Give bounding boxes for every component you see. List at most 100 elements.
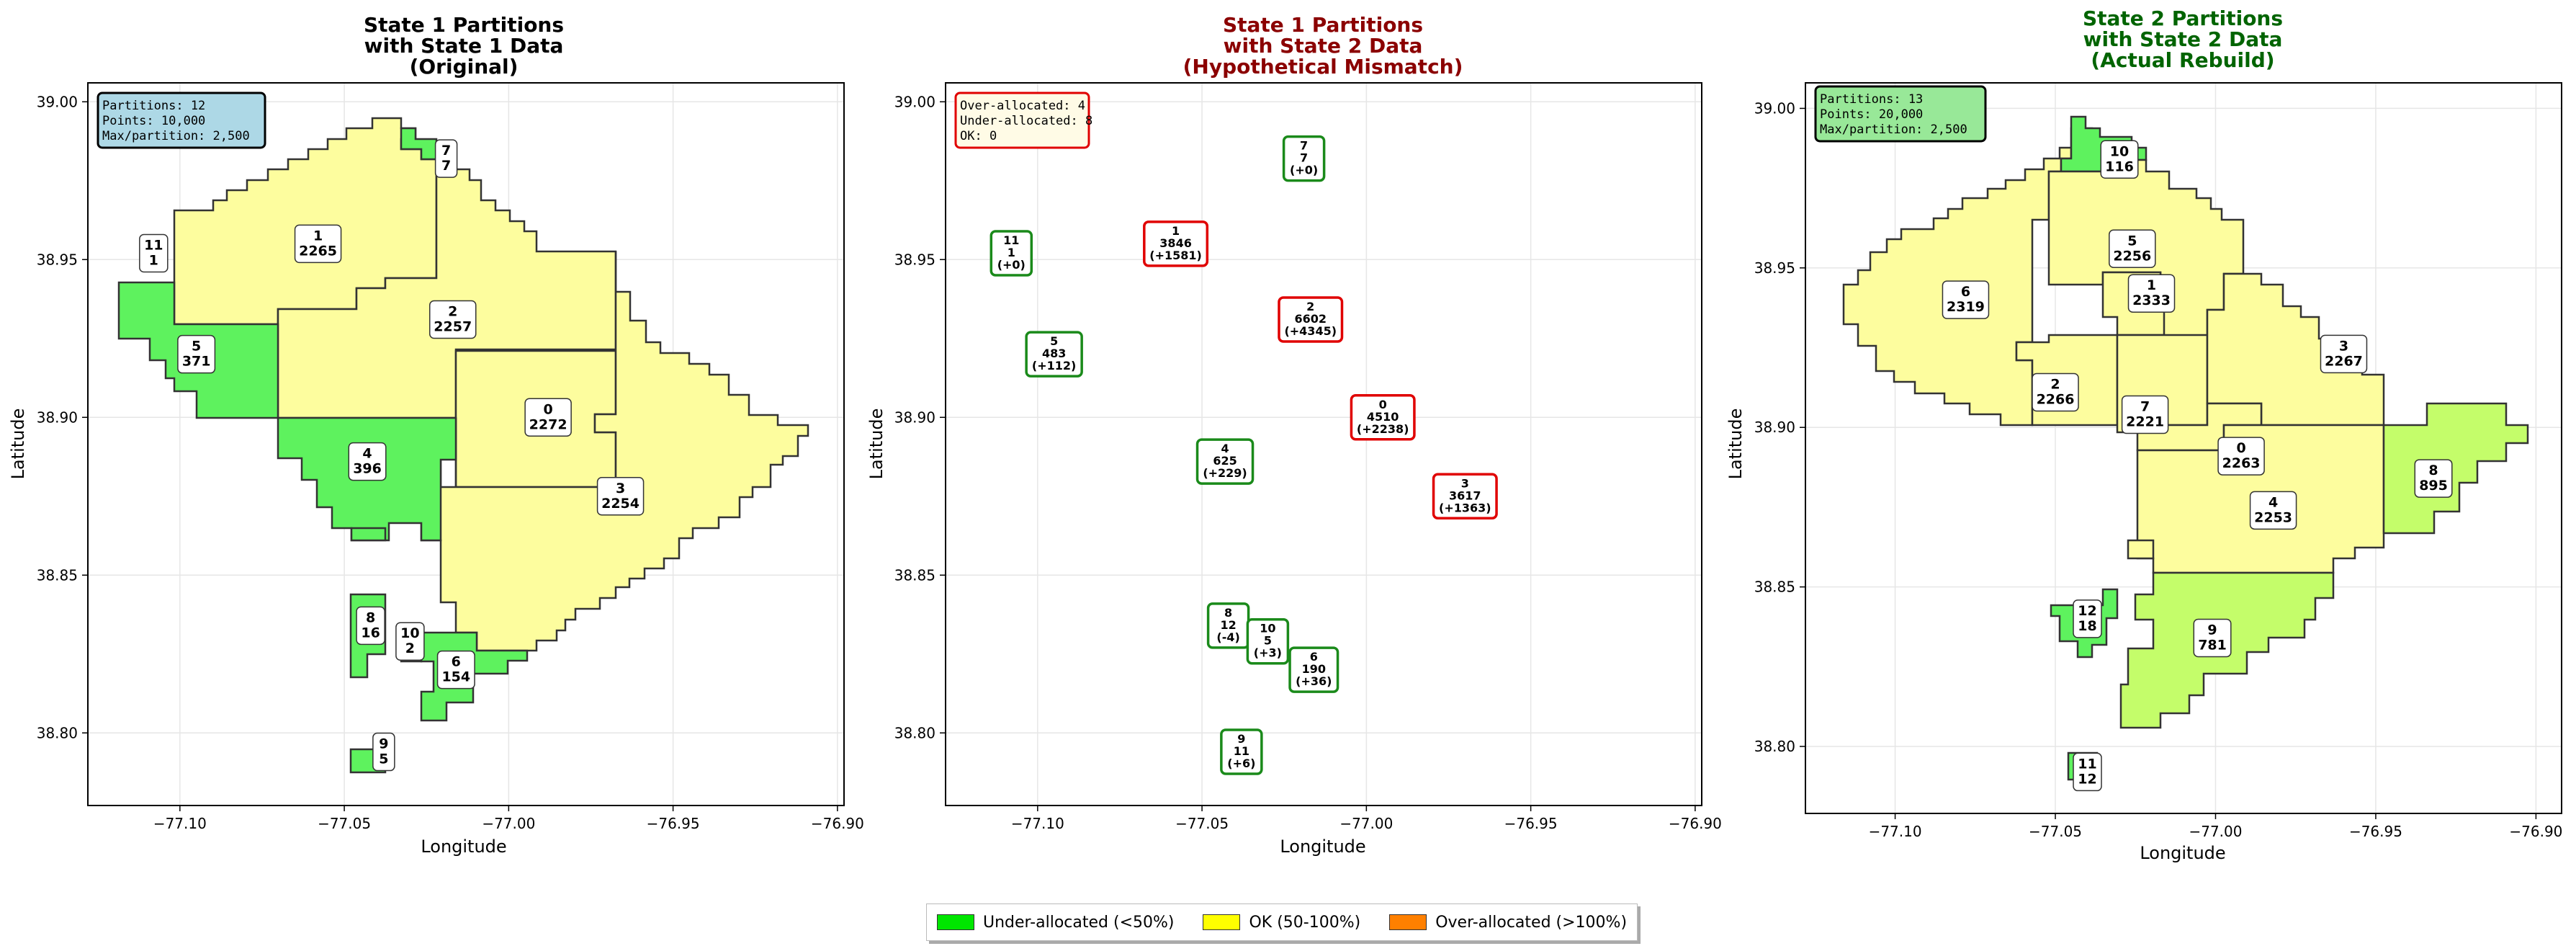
partition-label-box <box>1432 473 1498 520</box>
partition-count: 3846 <box>1159 236 1192 250</box>
partition-count: 3617 <box>1449 488 1481 502</box>
partition-label-box <box>428 300 477 339</box>
axis-ticks: −77.10 −77.05 −77.00 −76.95 −76.90 38.80 38.85… <box>894 93 1722 832</box>
partition-label-box <box>177 334 216 374</box>
partition-label-box <box>2249 491 2297 530</box>
partition-id: 2 <box>2050 377 2060 393</box>
info-box-bg <box>954 92 1090 149</box>
x-tick-label: −77.05 <box>318 815 371 832</box>
partition-label-box <box>1195 438 1255 485</box>
x-tick-label: −77.10 <box>1869 823 1922 840</box>
partition-delta: (+0) <box>1290 164 1318 177</box>
partition-label-box <box>2127 274 2176 313</box>
partition-count: 2266 <box>2037 392 2075 408</box>
partition-count: 4510 <box>1367 410 1399 424</box>
partition-label-7: 77(+0) <box>1282 135 1326 182</box>
info-box-bg <box>1814 85 1987 143</box>
partition-id: 8 <box>1224 606 1232 620</box>
partition-id: 5 <box>192 339 201 354</box>
partition-label-box <box>1220 728 1263 775</box>
legend-swatch-ok <box>1203 914 1241 930</box>
panel-title-line3: (Actual Rebuild) <box>2091 48 2274 72</box>
partition-id: 11 <box>144 238 163 254</box>
partition-id: 8 <box>366 610 375 625</box>
legend-label-over: Over-allocated (>100%) <box>1435 913 1628 932</box>
partition-delta: (+1363) <box>1439 501 1491 514</box>
partition-delta: (+4345) <box>1284 324 1337 338</box>
legend-item-over: Over-allocated (>100%) <box>1389 914 1627 932</box>
partition-label-box <box>2032 372 2079 412</box>
region-partition-8 <box>2382 402 2529 535</box>
partition-count: 18 <box>2078 618 2096 634</box>
partition-delta: (+36) <box>1296 674 1332 688</box>
region-partition-4-islet <box>1209 528 1243 540</box>
y-tick-label: 38.90 <box>37 409 78 426</box>
info-box: Partitions: 12 Points: 10,000 Max/partit… <box>97 92 266 149</box>
partition-count: 7 <box>441 158 451 174</box>
partition-label-box <box>989 230 1033 277</box>
partition-labels: 04510(+2238)13846(+1581)26602(+4345)3361… <box>989 135 1498 775</box>
partition-delta: (-4) <box>1216 630 1239 644</box>
legend: Under-allocated (<50%) OK (50-100%) Over… <box>926 903 1638 941</box>
x-axis-label: Longitude <box>421 836 506 857</box>
info-line-1: Partitions: 13 <box>1820 92 1923 107</box>
info-box: Partitions: 13 Points: 20,000 Max/partit… <box>1814 85 1987 143</box>
partition-delta: (+112) <box>1032 359 1076 372</box>
y-tick-label: 38.85 <box>1754 579 1795 596</box>
partition-label-9: 911(+6) <box>1220 728 1263 775</box>
partition-id: 6 <box>1310 650 1318 664</box>
partition-label-box <box>1350 394 1416 441</box>
partition-id: 1 <box>313 228 323 244</box>
partition-count: 16 <box>361 625 380 641</box>
partition-count: 7 <box>1300 151 1308 165</box>
y-tick-label: 38.80 <box>1754 738 1795 755</box>
panel-title-line2: with State 2 Data <box>2083 27 2283 51</box>
info-box-bg <box>97 92 266 149</box>
partition-delta: (+6) <box>1227 757 1255 770</box>
y-tick-label: 38.80 <box>37 724 78 741</box>
partition-label-box <box>434 139 458 178</box>
partition-label-10: 102 <box>395 622 425 661</box>
partition-label-9: 95 <box>372 732 395 772</box>
partition-label-box <box>2073 599 2102 638</box>
partition-label-box <box>356 606 385 646</box>
partition-label-box <box>1246 617 1290 665</box>
partition-id: 7 <box>1300 139 1308 153</box>
partition-label-box <box>1143 220 1209 267</box>
x-tick-label: −76.90 <box>2509 823 2562 840</box>
partition-id: 10 <box>2110 143 2129 159</box>
partition-id: 0 <box>544 401 553 417</box>
partition-id: 3 <box>616 481 625 496</box>
panel-title-line1: State 1 Partitions <box>364 13 564 37</box>
plot-frame <box>1805 82 2562 814</box>
region-edge-strip <box>2127 539 2155 560</box>
partition-label-box <box>395 622 425 661</box>
partition-count: 11 <box>1234 744 1249 758</box>
y-tick-label: 38.80 <box>894 724 935 741</box>
x-tick-label: −77.10 <box>1011 815 1064 832</box>
partition-label-8: 816 <box>356 606 385 646</box>
partition-id: 10 <box>400 625 419 641</box>
partition-id: 6 <box>452 654 461 670</box>
partition-label-box <box>2320 334 2368 374</box>
partition-count: 483 <box>1042 347 1066 360</box>
partition-count: 190 <box>1302 662 1326 676</box>
panel-title-line1: State 1 Partitions <box>1223 13 1423 37</box>
x-tick-label: −76.95 <box>647 815 700 832</box>
partition-id: 4 <box>362 446 372 462</box>
plot-frame <box>87 82 845 806</box>
x-tick-label: −77.10 <box>153 815 207 832</box>
partition-count: 154 <box>441 669 470 685</box>
partition-count: 895 <box>2419 478 2448 494</box>
legend-label-ok: OK (50-100%) <box>1249 913 1361 932</box>
partition-id: 5 <box>1050 334 1058 348</box>
partition-label-box <box>596 477 645 516</box>
partition-label-box <box>2193 618 2232 658</box>
